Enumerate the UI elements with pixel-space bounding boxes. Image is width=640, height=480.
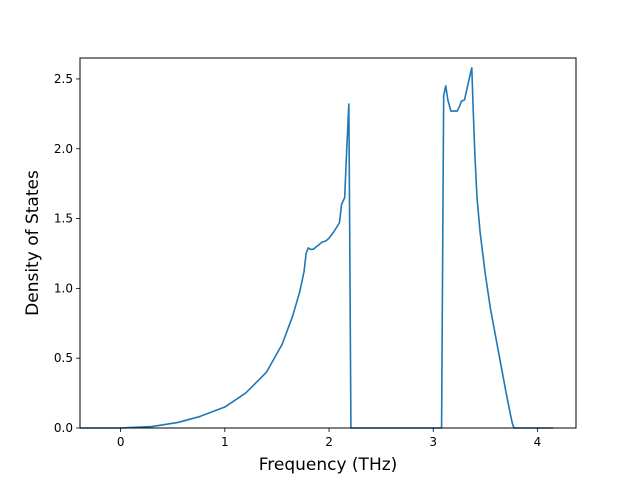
y-tick-label: 0.5: [54, 351, 73, 365]
y-tick-label: 1.0: [54, 281, 73, 295]
y-tick-label: 2.5: [54, 72, 73, 86]
plot-frame: [79, 57, 577, 429]
x-axis-label: Frequency (THz): [259, 455, 398, 475]
y-tick-label: 1.5: [54, 212, 73, 226]
y-axis-ticks: 0.0 0.5 1.0 1.5 2.0 2.5: [54, 72, 80, 435]
x-tick-label: 0: [117, 435, 125, 449]
x-axis-ticks: 0 1 2 3 4: [117, 428, 541, 449]
x-tick-label: 4: [534, 435, 542, 449]
y-axis-label: Density of States: [23, 170, 43, 316]
x-tick-label: 1: [221, 435, 229, 449]
series-line-0: [80, 66, 554, 429]
series-layer: [80, 66, 554, 429]
x-tick-label: 3: [429, 435, 437, 449]
y-tick-label: 0.0: [54, 421, 73, 435]
y-tick-label: 2.0: [54, 142, 73, 156]
x-tick-label: 2: [325, 435, 333, 449]
